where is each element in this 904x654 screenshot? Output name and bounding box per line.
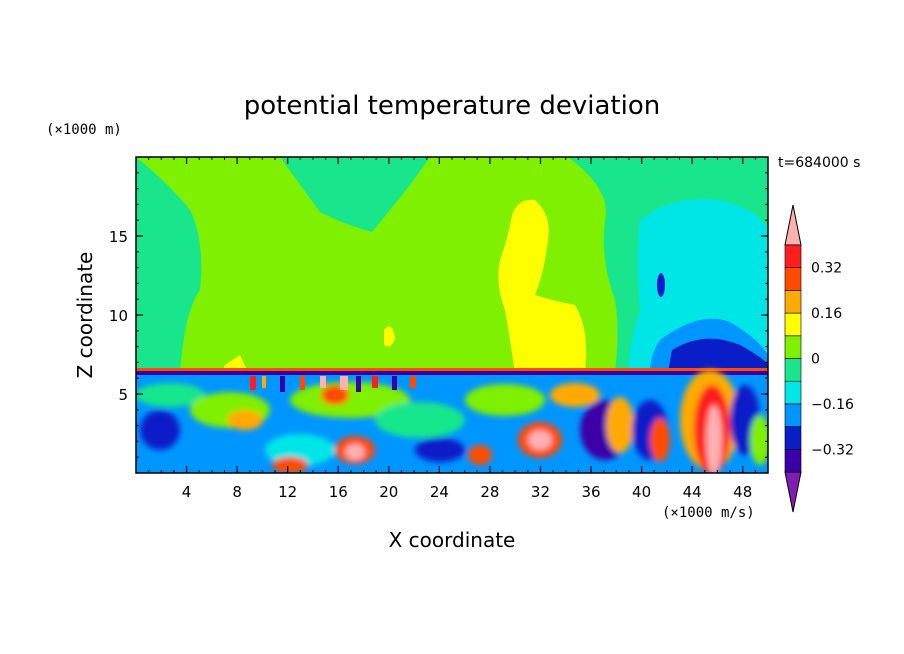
x-tick-label: 44 [683,483,702,501]
colorbar-segment [784,380,802,405]
x-tick-label: 4 [182,483,192,501]
x-tick-label: 32 [531,483,550,501]
x-tick-label: 36 [581,483,600,501]
x-tick-label: 28 [480,483,499,501]
x-tick-label: 8 [232,483,242,501]
x-axis: 4 8 12 16 20 24 28 32 36 40 44 48 [148,157,756,501]
colorbar-segment [784,426,802,450]
colorbar-tick-label: 0.32 [811,261,842,277]
y-axis-label: Z coordinate [73,252,97,379]
colorbar-segment [784,290,802,314]
chart-title: potential temperature deviation [244,91,660,121]
field-blue-b [668,338,768,372]
y-unit-label: (×1000 m) [46,122,122,138]
field-lower-blobs [136,370,768,473]
colorbar-tick-label: −0.32 [811,442,854,458]
x-axis-label: X coordinate [389,528,516,552]
y-axis: 5 10 15 [109,172,768,458]
x-tick-label: 48 [733,483,752,501]
colorbar-segment [784,448,802,473]
x-tick-label: 20 [379,483,398,501]
x-tick-label: 12 [278,483,297,501]
colorbar-tick-label: 0 [811,352,820,368]
plot-area [136,157,768,473]
colorbar-segment [784,312,802,337]
y-tick-label: 10 [109,307,128,325]
field-interface-cells [250,376,416,392]
field-interface-red [136,368,768,371]
colorbar-segment [784,335,802,359]
colorbar-tick-label: −0.16 [811,397,854,413]
x-unit-label: (×1000 m/s) [662,505,755,521]
colorbar-min-arrow [784,471,802,513]
colorbar-segment [784,267,802,291]
colorbar-max-arrow [784,204,802,246]
field-blue-c [657,273,665,297]
field-yellow-plume [498,199,587,372]
y-tick-label: 15 [109,228,128,246]
field-teal-b [136,157,202,372]
y-tick-label: 5 [118,386,128,404]
x-tick-label: 16 [329,483,348,501]
field-teal-c [280,157,430,232]
colorbar: 0.32 0.16 0 −0.16 −0.32 [784,204,854,513]
field-interface-navy [136,371,768,375]
colorbar-segment [784,244,802,269]
colorbar-segment [784,358,802,382]
field-yellow-b [222,355,248,372]
time-label: t=684000 s [778,155,860,171]
field-yellow-small [384,326,395,347]
x-tick-label: 24 [430,483,449,501]
x-tick-label: 40 [632,483,651,501]
colorbar-segment [784,403,802,427]
colorbar-tick-label: 0.16 [811,306,842,322]
